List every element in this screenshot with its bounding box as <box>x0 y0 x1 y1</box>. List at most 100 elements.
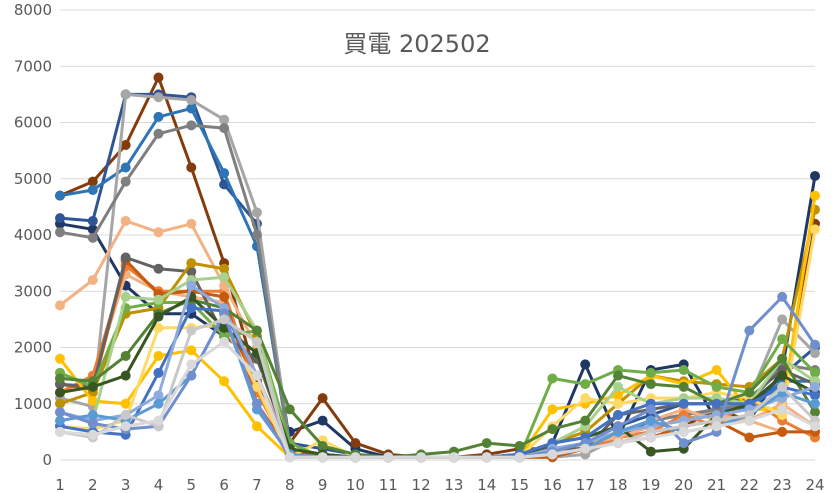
data-point <box>186 103 197 114</box>
data-point <box>284 452 295 463</box>
series-group <box>55 72 820 463</box>
data-point <box>678 398 689 409</box>
data-point <box>547 424 558 435</box>
data-point <box>153 263 164 274</box>
data-point <box>87 418 98 429</box>
data-point <box>153 128 164 139</box>
data-point <box>55 426 65 437</box>
data-point <box>777 426 788 437</box>
chart-title: 買電 202502 <box>343 30 490 58</box>
data-point <box>153 398 164 409</box>
data-point <box>55 213 65 224</box>
data-point <box>481 438 492 449</box>
data-point <box>678 438 689 449</box>
data-point <box>613 381 624 392</box>
data-point <box>580 359 591 370</box>
data-point <box>153 311 164 322</box>
data-point <box>514 440 525 451</box>
data-point <box>153 390 164 401</box>
x-tick-label: 2 <box>88 476 98 493</box>
data-point <box>810 407 820 418</box>
data-point <box>645 404 656 415</box>
x-tick-label: 21 <box>707 476 726 493</box>
x-tick-label: 1 <box>55 476 65 493</box>
data-point <box>251 421 262 432</box>
x-tick-label: 6 <box>219 476 229 493</box>
data-point <box>251 230 262 240</box>
data-point <box>55 353 65 364</box>
data-point <box>153 227 164 238</box>
y-tick-label: 1000 <box>14 395 52 413</box>
data-point <box>810 367 820 378</box>
data-point <box>186 258 197 269</box>
data-point <box>55 398 65 409</box>
x-tick-label: 11 <box>379 476 398 493</box>
data-point <box>777 334 788 345</box>
x-tick-label: 7 <box>252 476 262 493</box>
data-point <box>87 215 98 226</box>
data-point <box>251 336 262 347</box>
data-point <box>810 348 820 359</box>
data-point <box>153 350 164 361</box>
data-point <box>120 410 131 420</box>
series-24 <box>55 336 820 463</box>
data-point <box>87 410 98 420</box>
data-point <box>645 379 656 390</box>
data-point <box>153 322 164 333</box>
data-point <box>350 438 361 449</box>
data-point <box>645 432 656 443</box>
data-point <box>55 300 65 311</box>
x-tick-label: 14 <box>477 476 496 493</box>
data-point <box>777 291 788 302</box>
data-point <box>153 92 164 103</box>
data-point <box>810 390 820 401</box>
data-point <box>55 387 65 398</box>
data-point <box>711 365 722 375</box>
x-tick-label: 24 <box>805 476 824 493</box>
data-point <box>87 185 98 195</box>
x-tick-label: 3 <box>121 476 131 493</box>
data-point <box>383 452 394 463</box>
data-point <box>744 387 755 398</box>
data-point <box>645 446 656 457</box>
data-point <box>613 370 624 381</box>
data-point <box>55 407 65 418</box>
data-point <box>317 415 328 426</box>
data-point <box>810 398 820 409</box>
data-point <box>777 314 788 325</box>
data-point <box>744 325 755 336</box>
series-line <box>58 340 817 459</box>
data-point <box>711 381 722 392</box>
data-point <box>251 370 262 381</box>
x-tick-label: 8 <box>285 476 295 493</box>
x-tick-label: 9 <box>318 476 328 493</box>
data-point <box>547 373 558 384</box>
data-point <box>777 370 788 381</box>
data-point <box>87 232 98 243</box>
data-point <box>120 176 131 187</box>
data-point <box>711 421 722 432</box>
data-point <box>350 452 361 463</box>
y-tick-label: 5000 <box>14 170 52 188</box>
x-axis: 1 2 3 4 5 6 7 8 9 10 11 12 13 14 15 16 17 18 19 20 21 22 23 24 <box>55 476 824 493</box>
data-point <box>120 370 131 381</box>
data-point <box>186 162 197 173</box>
y-tick-label: 4000 <box>14 226 52 244</box>
data-point <box>120 350 131 361</box>
data-point <box>120 215 131 226</box>
data-point <box>580 443 591 454</box>
data-point <box>219 114 230 125</box>
data-point <box>613 421 624 432</box>
data-point <box>448 452 459 463</box>
data-point <box>153 294 164 305</box>
data-point <box>580 393 591 404</box>
data-point <box>613 390 624 401</box>
data-point <box>678 426 689 437</box>
data-point <box>186 370 197 381</box>
data-point <box>514 452 525 463</box>
data-point <box>153 415 164 426</box>
data-point <box>580 415 591 426</box>
data-point <box>317 393 328 404</box>
x-tick-label: 12 <box>412 476 431 493</box>
data-point <box>219 291 230 302</box>
